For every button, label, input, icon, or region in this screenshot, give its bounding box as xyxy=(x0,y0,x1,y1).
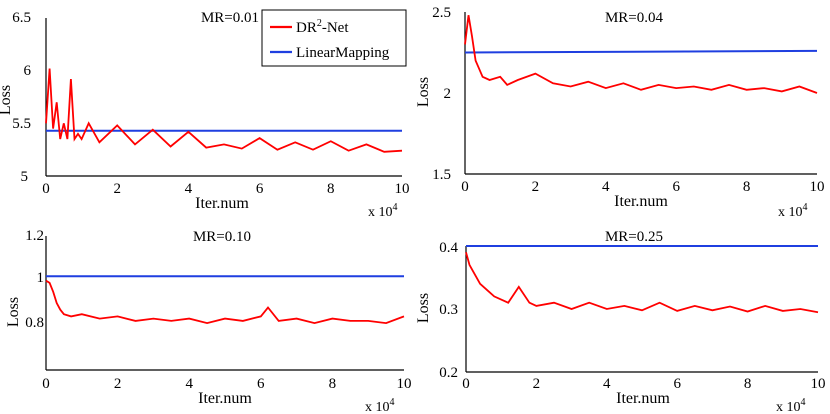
y-axis-label: Loss xyxy=(415,293,432,323)
x-multiplier-exponent: 4 xyxy=(393,202,398,213)
x-tick-label: 0 xyxy=(42,376,50,392)
panel-mr-010: 0 2 4 6 8 10 0.8 1 1.2 MR=0.10 Iter.num … xyxy=(5,228,412,414)
x-tick-label: 6 xyxy=(673,376,681,392)
x-tick-label: 2 xyxy=(533,376,541,392)
x-tick-label: 0 xyxy=(461,179,469,195)
x-tick-label: 2 xyxy=(113,181,121,197)
y-axis-label: Loss xyxy=(0,85,14,115)
series-dr2net-line xyxy=(464,15,818,94)
x-tick-label: 10 xyxy=(397,376,412,392)
x-tick-label: 4 xyxy=(602,179,610,195)
x-multiplier-exponent: 4 xyxy=(801,397,806,408)
series-dr2net-line xyxy=(45,68,403,153)
x-tick-label: 6 xyxy=(256,181,264,197)
y-tick-label: 5 xyxy=(21,169,29,185)
panel-title: MR=0.25 xyxy=(605,229,663,245)
x-tick-label: 8 xyxy=(743,179,751,195)
x-multiplier-exponent: 4 xyxy=(390,397,395,408)
x-multiplier: x 104 xyxy=(776,397,806,414)
series-dr2net-line xyxy=(45,279,405,325)
legend-label-linearmapping: LinearMapping xyxy=(296,45,390,61)
legend-superscript: 2 xyxy=(317,18,322,29)
x-tick-label: 6 xyxy=(672,179,680,195)
y-tick-label: 0.2 xyxy=(439,365,458,381)
y-tick-label: 1.5 xyxy=(432,167,451,183)
x-tick-label: 0 xyxy=(462,376,470,392)
panel-title: MR=0.01 xyxy=(201,10,259,26)
x-tick-label: 0 xyxy=(42,181,50,197)
x-tick-label: 8 xyxy=(327,181,335,197)
y-tick-label: 0.4 xyxy=(439,240,458,256)
x-tick-label: 10 xyxy=(395,181,410,197)
x-multiplier: x 104 xyxy=(365,397,395,414)
y-tick-label: 2.5 xyxy=(432,5,451,21)
series-dr2net-line xyxy=(465,252,819,314)
y-tick-label: 1.2 xyxy=(25,228,44,244)
legend-box xyxy=(261,9,407,67)
x-axis-label: Iter.num xyxy=(614,193,668,210)
x-axis-label: Iter.num xyxy=(616,390,670,407)
x-tick-label: 2 xyxy=(532,179,540,195)
x-tick-label: 8 xyxy=(744,376,752,392)
x-multiplier: x 104 xyxy=(368,202,398,220)
x-tick-label: 4 xyxy=(603,376,611,392)
y-tick-label: 6 xyxy=(24,63,32,79)
x-tick-label: 10 xyxy=(810,179,825,195)
y-axis-label: Loss xyxy=(5,297,22,327)
x-tick-label: 10 xyxy=(811,376,826,392)
x-axis-label: Iter.num xyxy=(198,390,252,407)
panel-title: MR=0.10 xyxy=(193,229,251,245)
panel-title: MR=0.04 xyxy=(605,10,664,26)
series-linearmapping-line xyxy=(464,49,818,54)
x-multiplier: x 104 xyxy=(778,202,808,220)
panel-mr-001: 0 2 4 6 8 10 5 5.5 6 6.5 MR=0.01 Iter.nu… xyxy=(0,9,410,220)
x-tick-label: 4 xyxy=(185,376,193,392)
x-axis-label: Iter.num xyxy=(195,195,249,212)
y-axis-label: Loss xyxy=(415,77,432,107)
x-tick-label: 6 xyxy=(257,376,265,392)
x-tick-label: 4 xyxy=(185,181,193,197)
x-tick-label: 2 xyxy=(114,376,122,392)
y-tick-label: 5.5 xyxy=(12,116,31,132)
panel-mr-025: 0 2 4 6 8 10 0.2 0.3 0.4 MR=0.25 Iter.nu… xyxy=(415,229,826,414)
x-tick-label: 8 xyxy=(329,376,337,392)
legend-label-dr2net: DR2-Net xyxy=(296,18,349,36)
y-tick-label: 0.8 xyxy=(25,315,44,331)
y-tick-label: 0.3 xyxy=(439,302,458,318)
x-multiplier-exponent: 4 xyxy=(803,202,808,213)
y-tick-label: 1 xyxy=(37,270,45,286)
panel-mr-004: 0 2 4 6 8 10 1.5 2 2.5 MR=0.04 Iter.num … xyxy=(415,5,825,220)
y-tick-label: 6.5 xyxy=(12,10,31,26)
y-tick-label: 2 xyxy=(444,86,452,102)
